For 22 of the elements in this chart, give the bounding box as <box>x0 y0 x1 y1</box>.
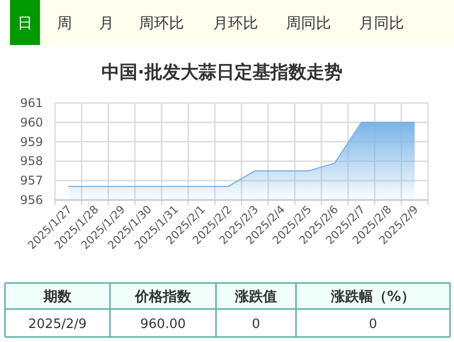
text: 日 <box>18 14 32 32</box>
text: 价格指数 <box>134 289 192 305</box>
text: 期数 <box>42 289 72 305</box>
y-tick-label: 958 <box>20 154 43 168</box>
text: 周同比 <box>286 14 331 32</box>
text: 涨跌幅（%） <box>330 289 416 305</box>
text: 2025/2/9 <box>28 317 87 332</box>
y-tick-label: 957 <box>20 174 43 188</box>
text: 周环比 <box>139 14 184 32</box>
text: 月环比 <box>213 14 258 32</box>
text: 月 <box>99 14 114 32</box>
text: 0 <box>368 317 378 332</box>
y-tick-label: 960 <box>20 115 43 130</box>
y-tick-label: 959 <box>20 134 43 149</box>
chart-title: 中国·批发大蒜日定基指数走势 <box>102 62 342 83</box>
text: 周 <box>57 14 72 32</box>
y-tick-label: 956 <box>20 193 43 207</box>
text: 月同比 <box>359 14 404 32</box>
text: 0 <box>252 317 260 332</box>
y-tick-label: 961 <box>20 96 43 110</box>
text: 960.00 <box>140 317 186 332</box>
text: 涨跌值 <box>234 289 277 305</box>
